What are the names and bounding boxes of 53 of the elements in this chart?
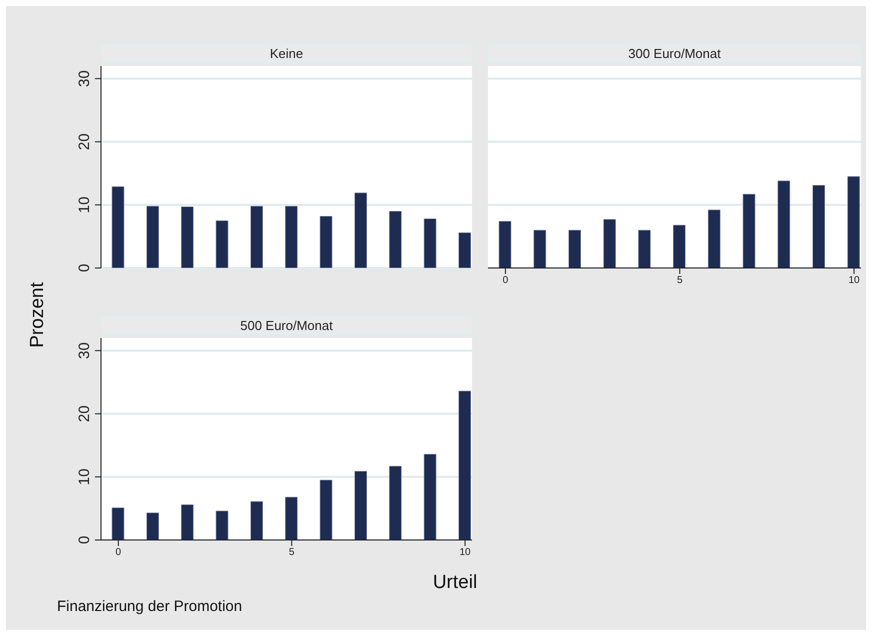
bar bbox=[216, 220, 228, 268]
chart-title: 300 Euro/Monat bbox=[488, 44, 861, 63]
bar bbox=[181, 206, 194, 268]
bar bbox=[389, 210, 402, 268]
y-tick-label: 10 bbox=[76, 468, 93, 486]
bar bbox=[320, 216, 332, 268]
bar bbox=[285, 206, 298, 268]
bar bbox=[354, 192, 367, 268]
bar bbox=[603, 219, 616, 268]
bar bbox=[389, 466, 402, 540]
chart-title: Keine bbox=[101, 44, 472, 63]
bar bbox=[534, 230, 546, 268]
x-tick-label: 0 bbox=[116, 547, 122, 558]
x-tick-label: 5 bbox=[676, 275, 683, 286]
y-tick-label: 20 bbox=[76, 405, 93, 422]
bar bbox=[847, 176, 860, 268]
bar bbox=[458, 232, 471, 268]
y-tick-label: 0 bbox=[76, 264, 93, 272]
bar bbox=[181, 504, 194, 540]
bar bbox=[424, 454, 436, 540]
bar bbox=[638, 230, 651, 268]
y-tick-label: 10 bbox=[76, 196, 93, 214]
bar bbox=[742, 194, 756, 268]
bar bbox=[250, 206, 263, 268]
bar bbox=[146, 512, 159, 540]
y-axis-title: Prozent bbox=[27, 282, 49, 348]
y-tick-label: 30 bbox=[76, 342, 93, 359]
bar bbox=[424, 218, 436, 268]
bar bbox=[216, 510, 228, 540]
bar bbox=[146, 206, 159, 268]
x-tick-label: 10 bbox=[848, 275, 860, 286]
x-axis-title: Urteil bbox=[432, 572, 478, 594]
x-tick-label: 5 bbox=[288, 547, 295, 558]
y-tick-label: 20 bbox=[76, 133, 93, 150]
x-tick-label: 10 bbox=[460, 547, 472, 558]
chart-title: 500 Euro/Monat bbox=[101, 316, 472, 335]
x-tick-label: 0 bbox=[502, 275, 509, 286]
bar bbox=[285, 496, 298, 540]
bar bbox=[498, 221, 512, 268]
bar bbox=[812, 185, 825, 268]
bar bbox=[568, 230, 581, 268]
bar bbox=[320, 480, 332, 540]
y-tick-label: 30 bbox=[76, 70, 93, 87]
bar bbox=[458, 390, 471, 540]
bar bbox=[112, 508, 124, 540]
text: Finanzierung der Promotion bbox=[57, 598, 242, 615]
bar bbox=[112, 186, 124, 268]
bar bbox=[673, 224, 686, 268]
y-tick-label: 0 bbox=[76, 536, 93, 544]
bar bbox=[354, 470, 367, 540]
bar bbox=[250, 501, 263, 540]
bar bbox=[708, 210, 720, 268]
bar bbox=[778, 180, 790, 268]
